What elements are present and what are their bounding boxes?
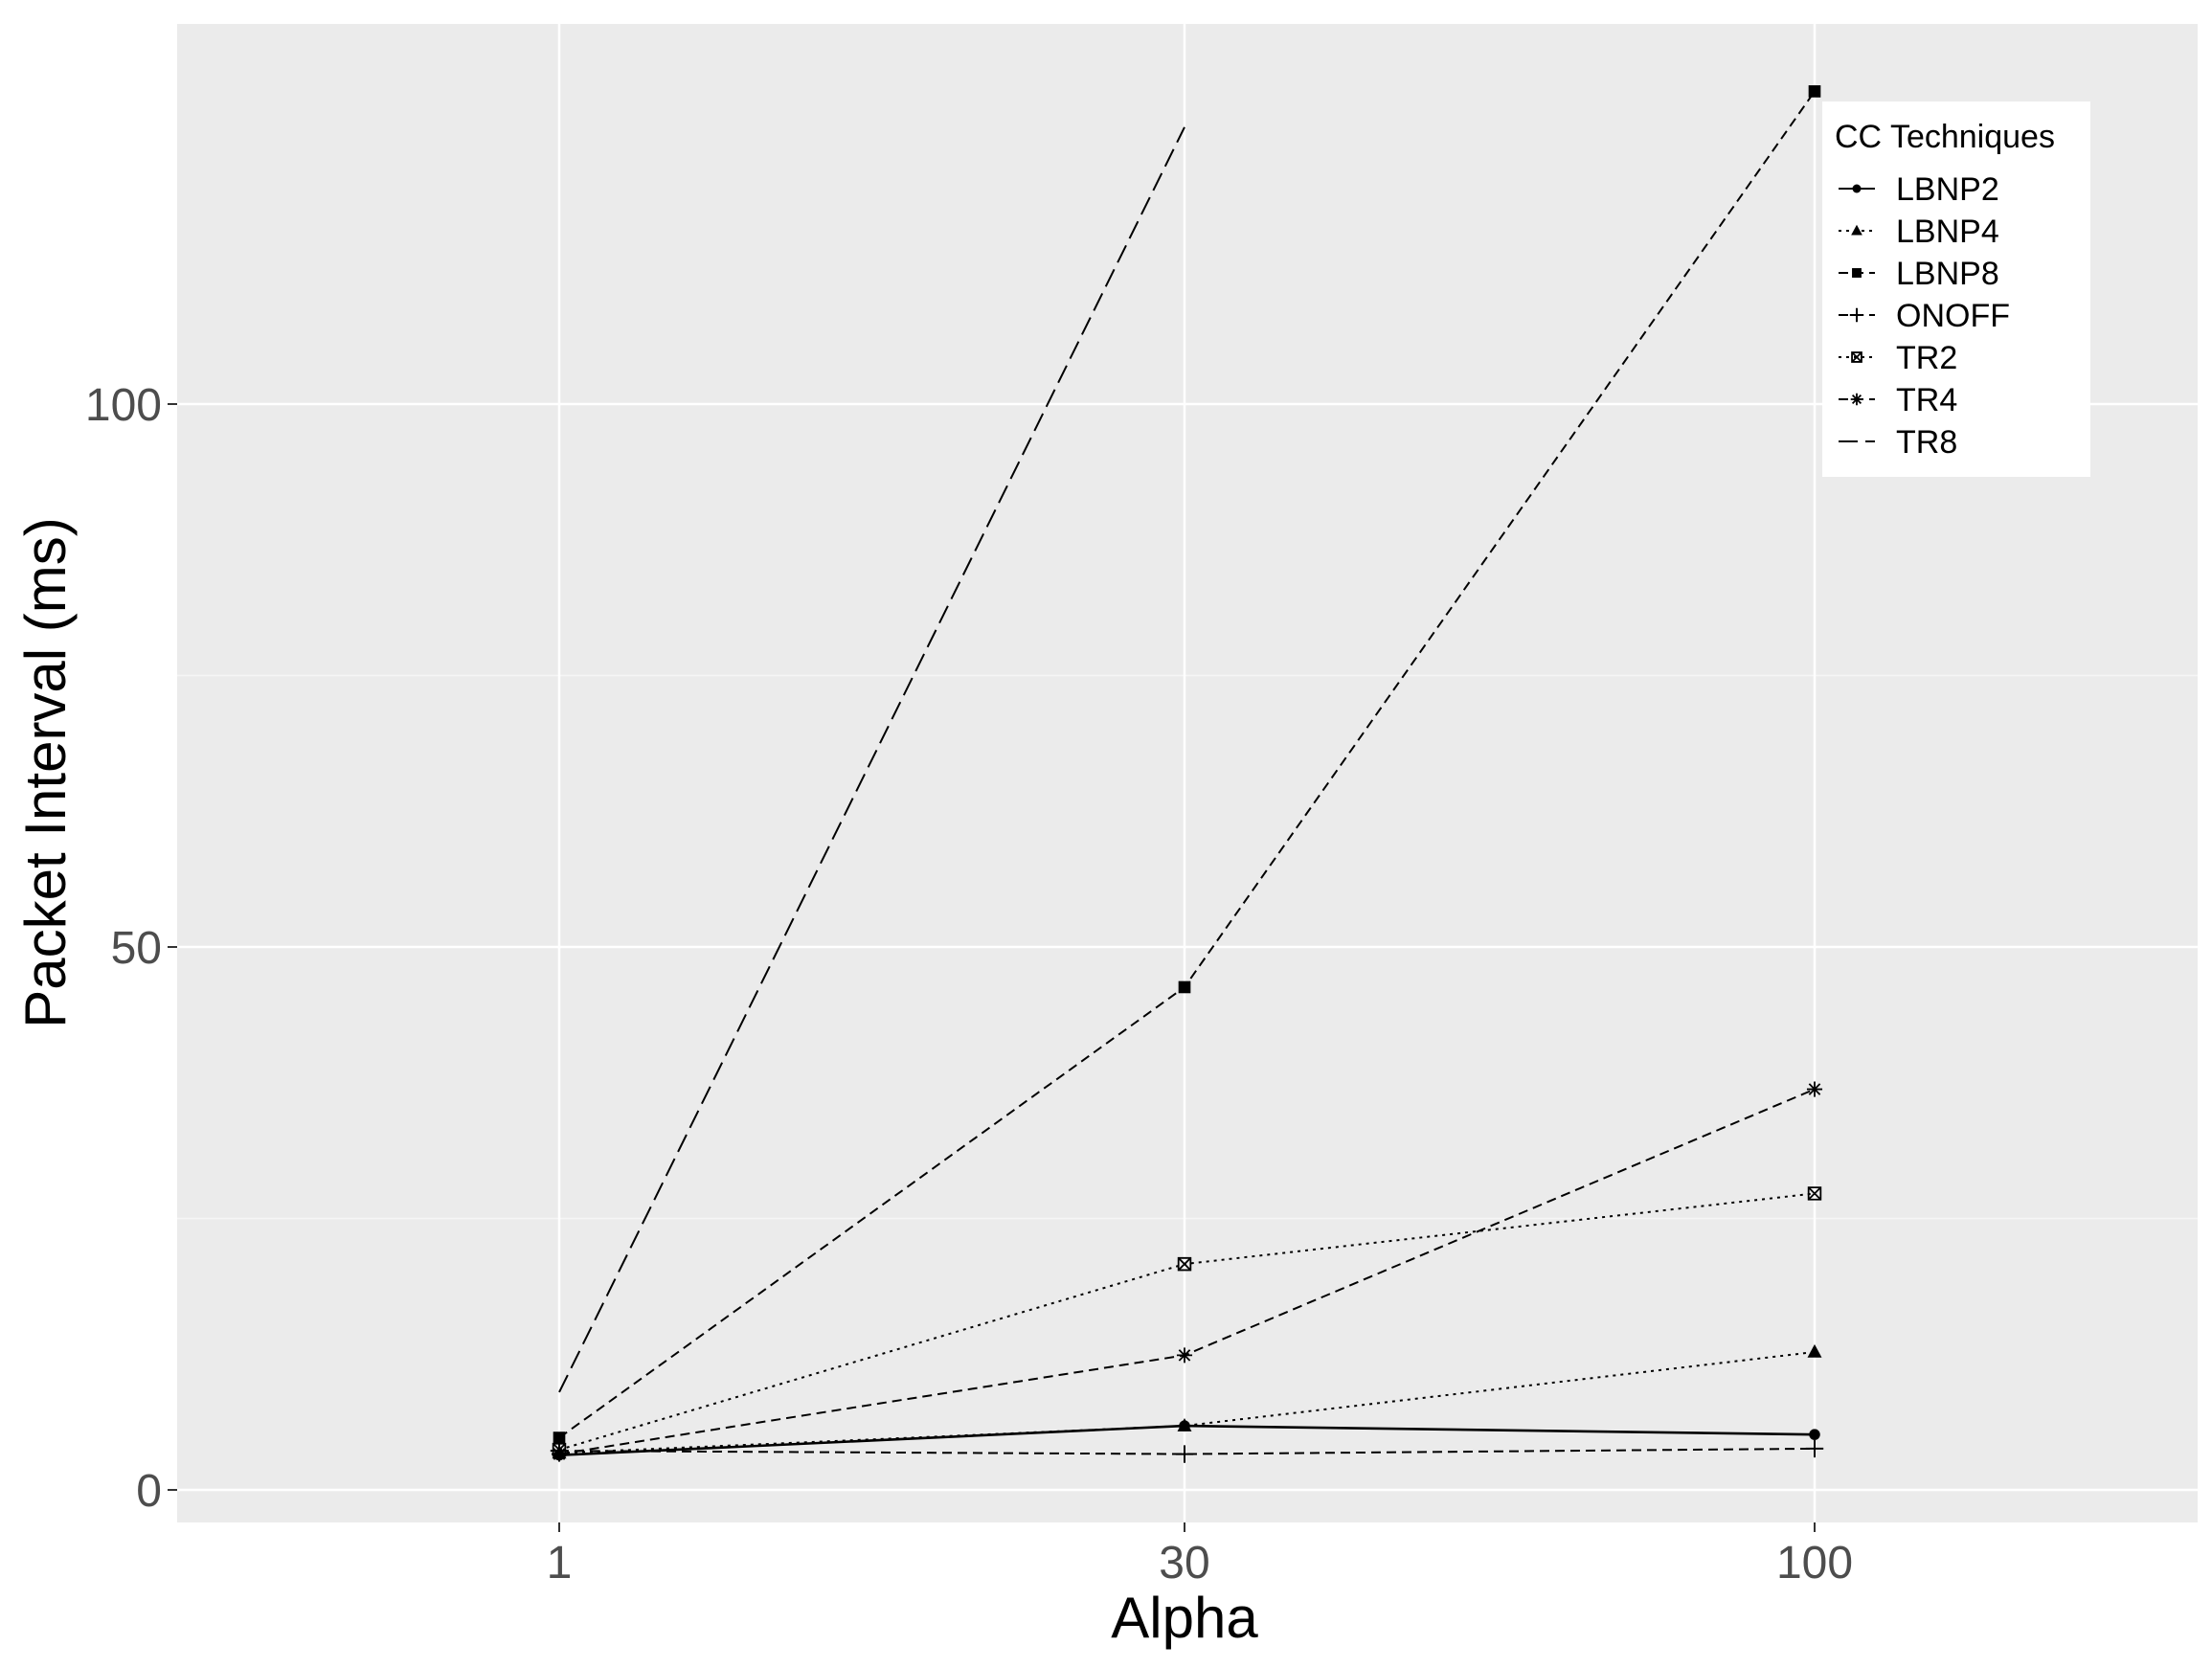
data-point-lbnp8 [1178, 981, 1191, 994]
major-gridlines [177, 24, 2198, 1522]
legend-label-tr2: TR2 [1896, 340, 1957, 376]
legend-label-tr8: TR8 [1896, 424, 1957, 461]
data-point-tr2 [1177, 1256, 1192, 1272]
data-point-tr4 [1176, 1347, 1193, 1364]
x-tick-label: 1 [547, 1538, 573, 1589]
series-line-onoff [558, 1447, 1816, 1455]
legend-key-marker-tr2 [1851, 351, 1862, 363]
series-line-lbnp4 [558, 1350, 1816, 1454]
data-point-tr4 [551, 1446, 568, 1462]
legend: CC Techniques LBNP2 LBNP4 LBNP8 ONOFF TR2 TR4… [1822, 101, 2090, 477]
y-axis-title: Packet Interval (ms) [13, 517, 78, 1027]
x-tick-label: 100 [1776, 1538, 1853, 1589]
x-axis: 1 30 100 [547, 1522, 1853, 1589]
x-axis-title: Alpha [1111, 1586, 1258, 1650]
y-tick-label: 50 [111, 923, 162, 974]
legend-title: CC Techniques [1835, 119, 2055, 155]
legend-key-marker-lbnp8 [1852, 268, 1862, 278]
series-points [550, 85, 1824, 1463]
legend-key-marker-tr4 [1850, 393, 1863, 406]
legend-key-marker-lbnp2 [1852, 184, 1862, 193]
legend-label-onoff: ONOFF [1896, 298, 2010, 334]
legend-key-marker-lbnp4 [1851, 224, 1862, 236]
data-point-lbnp4 [1807, 1343, 1822, 1358]
y-tick-label: 0 [136, 1466, 162, 1517]
data-point-tr2 [1807, 1186, 1822, 1201]
data-point-lbnp8 [1808, 85, 1821, 98]
legend-label-tr4: TR4 [1896, 382, 1957, 418]
legend-label-lbnp2: LBNP2 [1896, 171, 1999, 208]
data-point-tr4 [1806, 1081, 1823, 1097]
legend-label-lbnp4: LBNP4 [1896, 214, 1999, 250]
y-tick-label: 100 [85, 380, 162, 431]
x-tick-label: 30 [1159, 1538, 1209, 1589]
legend-key-marker-onoff [1849, 307, 1864, 323]
legend-box [1822, 101, 2090, 477]
data-point-lbnp8 [553, 1431, 566, 1444]
series-line-tr8 [558, 126, 1185, 1393]
data-point-onoff [1805, 1439, 1824, 1458]
data-point-lbnp4 [1177, 1418, 1192, 1431]
legend-label-lbnp8: LBNP8 [1896, 256, 1999, 292]
y-axis: 0 50 100 [85, 380, 177, 1517]
minor-gridlines [177, 674, 2198, 1220]
data-point-onoff [1175, 1445, 1194, 1463]
data-point-lbnp2 [1809, 1429, 1820, 1440]
legend-items: LBNP2 LBNP4 LBNP8 ONOFF TR2 TR4 TR8 [1839, 171, 2010, 461]
